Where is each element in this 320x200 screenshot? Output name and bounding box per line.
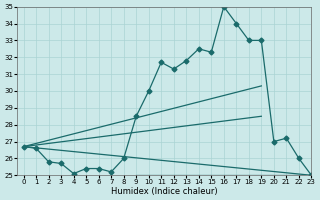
X-axis label: Humidex (Indice chaleur): Humidex (Indice chaleur) xyxy=(111,187,218,196)
